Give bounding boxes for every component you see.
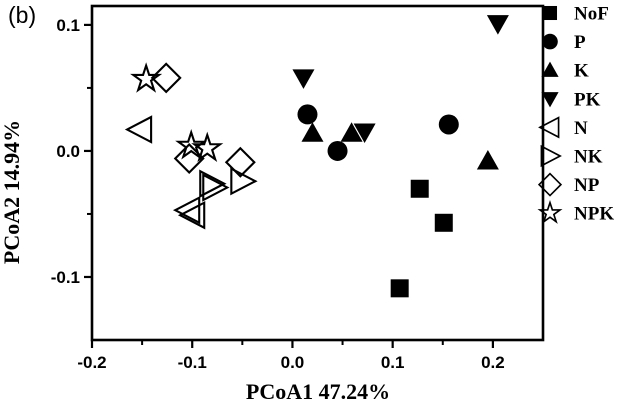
legend-label-K: K [574, 61, 589, 82]
panel-label: (b) [8, 2, 36, 28]
legend-marker-NP [537, 172, 563, 197]
marker-NK [202, 173, 230, 202]
marker-K [301, 122, 324, 142]
marker-NPK [130, 62, 163, 93]
marker-P [297, 104, 318, 125]
marker-NoF [390, 279, 409, 298]
marker-P [438, 114, 459, 135]
y-axis-tick-label: 0.1 [56, 16, 80, 35]
plot-layer: -0.2 -0.1 0.0 0.1 0.2 0.1 0.0 -0.1 NoF PK PK N NK NP N… [51, 4, 615, 373]
legend-label-NP: NP [574, 175, 600, 196]
marker-N [177, 200, 206, 230]
x-axis-title: PCoA1 47.24% [246, 379, 390, 404]
marker-K [476, 150, 499, 170]
y-axis-tick-label: 0.0 [56, 142, 80, 161]
legend-item-NK: NK [540, 144, 603, 168]
x-axis-tick-label: 0.0 [281, 353, 305, 372]
x-axis-tick-label: -0.2 [77, 353, 106, 372]
marker-NK [199, 169, 227, 198]
legend-label-NK: NK [574, 147, 603, 168]
marker-NK [230, 166, 258, 196]
legend-marker-NK [540, 144, 562, 168]
legend-item-K: K [541, 61, 589, 82]
legend-marker-K [541, 61, 559, 77]
x-axis-tick-label: 0.2 [481, 353, 505, 372]
legend-label-NPK: NPK [574, 204, 614, 225]
marker-N [124, 115, 153, 144]
marker-PK [486, 15, 509, 35]
legend-marker-NPK [537, 200, 563, 224]
marker-P [327, 140, 348, 161]
legend-marker-NoF [542, 5, 558, 21]
legend-label-NoF: NoF [574, 4, 609, 25]
marker-N [172, 195, 201, 225]
marker-NPK [175, 129, 208, 160]
plot-frame [90, 4, 545, 342]
legend-label-PK: PK [574, 89, 601, 110]
legend-marker-N [538, 116, 560, 139]
marker-NoF [434, 213, 453, 232]
legend-label-N: N [574, 118, 588, 139]
legend-marker-P [542, 33, 558, 50]
marker-NP [224, 146, 256, 178]
legend-item-NP: NP [537, 172, 600, 197]
legend-item-P: P [542, 32, 586, 53]
legend-item-NPK: NPK [537, 200, 614, 225]
marker-NoF [410, 179, 429, 198]
x-axis-tick-label: 0.1 [381, 353, 405, 372]
legend-item-PK: PK [541, 89, 601, 110]
marker-PK [353, 123, 376, 144]
marker-NP [150, 62, 182, 94]
legend-marker-PK [541, 92, 559, 108]
marker-NPK [191, 131, 224, 163]
legend-item-NoF: NoF [542, 4, 609, 25]
legend-item-N: N [538, 116, 588, 139]
x-axis-tick-label: -0.1 [178, 353, 207, 372]
y-axis-tick-label: -0.1 [51, 268, 80, 287]
y-axis-title: PCoA2 14.94% [0, 120, 24, 264]
marker-K [340, 122, 363, 142]
marker-PK [292, 69, 315, 89]
legend-label-P: P [574, 32, 586, 53]
